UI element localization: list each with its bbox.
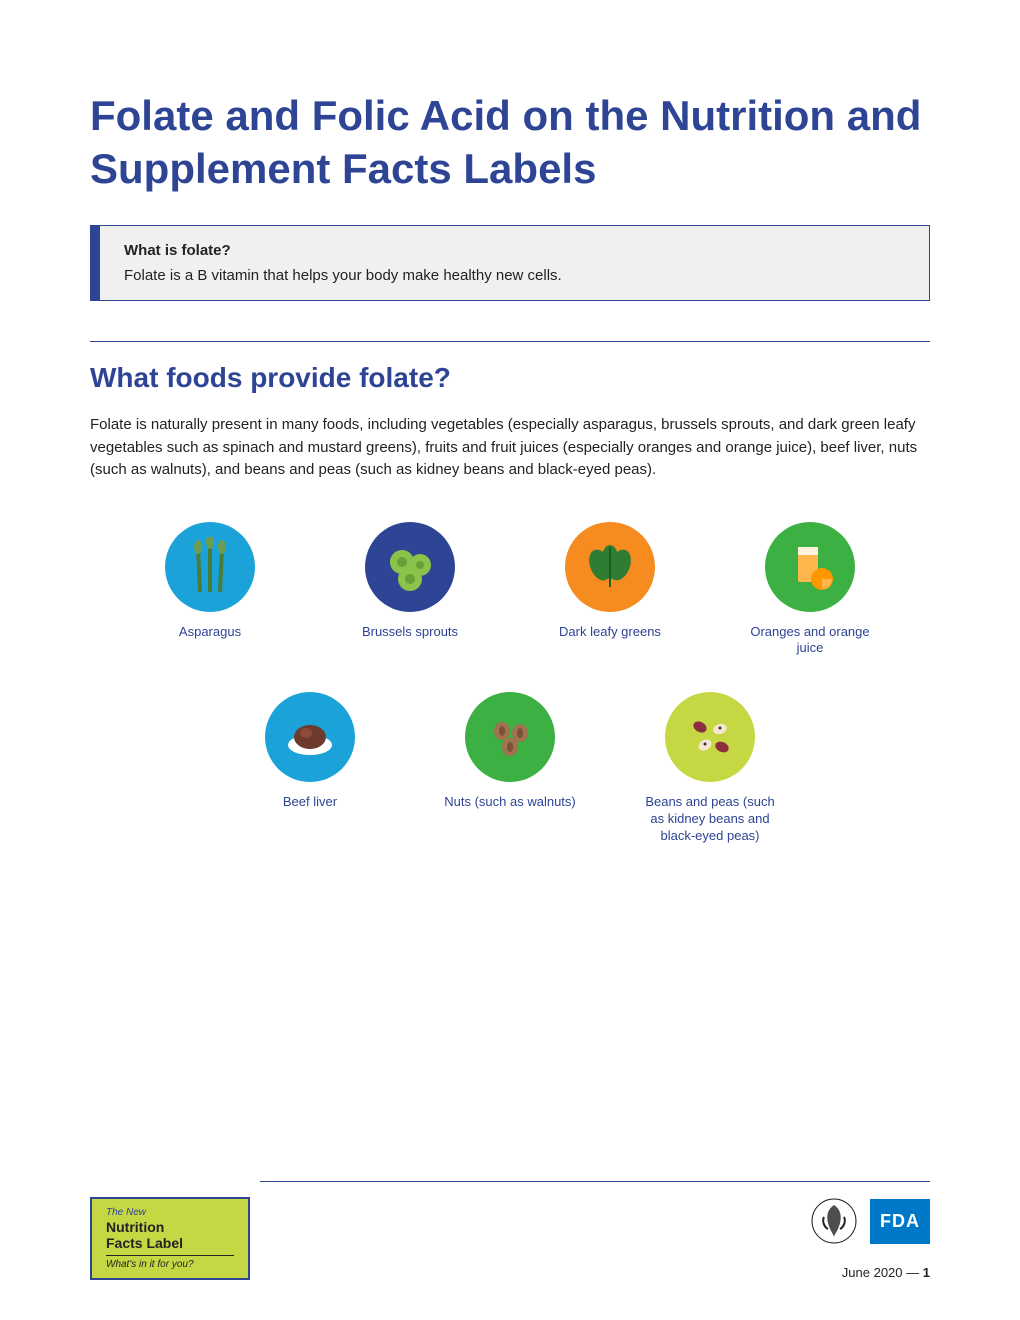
nutrition-facts-badge: The New Nutrition Facts Label What's in …	[90, 1197, 250, 1280]
section-divider	[90, 341, 930, 342]
page-number: 1	[923, 1265, 930, 1280]
fda-logo-icon: FDA	[870, 1199, 930, 1244]
food-item-oranges: Oranges and orange juice	[740, 522, 880, 658]
page-title: Folate and Folic Acid on the Nutrition a…	[90, 90, 930, 195]
nuts-icon	[465, 692, 555, 782]
info-box-heading: What is folate?	[124, 242, 905, 259]
food-label: Beef liver	[283, 794, 337, 811]
food-grid-row2: Beef liver Nuts (such as walnuts) Beans …	[90, 692, 930, 845]
food-item-liver: Beef liver	[240, 692, 380, 845]
section-heading: What foods provide folate?	[90, 362, 930, 394]
section-body: Folate is naturally present in many food…	[90, 414, 930, 482]
food-label: Beans and peas (such as kidney beans and…	[640, 794, 780, 845]
food-label: Asparagus	[179, 624, 241, 641]
food-label: Dark leafy greens	[559, 624, 661, 641]
badge-sub: What's in it for you?	[106, 1255, 234, 1270]
food-item-greens: Dark leafy greens	[540, 522, 680, 658]
food-item-beans: Beans and peas (such as kidney beans and…	[640, 692, 780, 845]
asparagus-icon	[165, 522, 255, 612]
brussels-icon	[365, 522, 455, 612]
food-item-brussels: Brussels sprouts	[340, 522, 480, 658]
date-page: June 2020 — 1	[842, 1265, 930, 1280]
info-box-text: Folate is a B vitamin that helps your bo…	[124, 267, 905, 284]
footer-divider	[260, 1181, 930, 1182]
food-item-nuts: Nuts (such as walnuts)	[440, 692, 580, 845]
beans-icon	[665, 692, 755, 782]
food-label: Oranges and orange juice	[740, 624, 880, 658]
info-box: What is folate? Folate is a B vitamin th…	[90, 225, 930, 301]
footer-date: June 2020 —	[842, 1265, 919, 1280]
greens-icon	[565, 522, 655, 612]
oranges-icon	[765, 522, 855, 612]
liver-icon	[265, 692, 355, 782]
badge-main1: Nutrition	[106, 1220, 234, 1235]
page-footer: The New Nutrition Facts Label What's in …	[90, 1181, 930, 1280]
food-item-asparagus: Asparagus	[140, 522, 280, 658]
food-label: Brussels sprouts	[362, 624, 458, 641]
badge-main2: Facts Label	[106, 1236, 234, 1251]
food-label: Nuts (such as walnuts)	[444, 794, 576, 811]
badge-top: The New	[106, 1207, 234, 1218]
hhs-logo-icon	[810, 1197, 858, 1245]
food-grid-row1: Asparagus Brussels sprouts Dark leafy gr…	[90, 522, 930, 658]
footer-logos: FDA	[810, 1197, 930, 1245]
